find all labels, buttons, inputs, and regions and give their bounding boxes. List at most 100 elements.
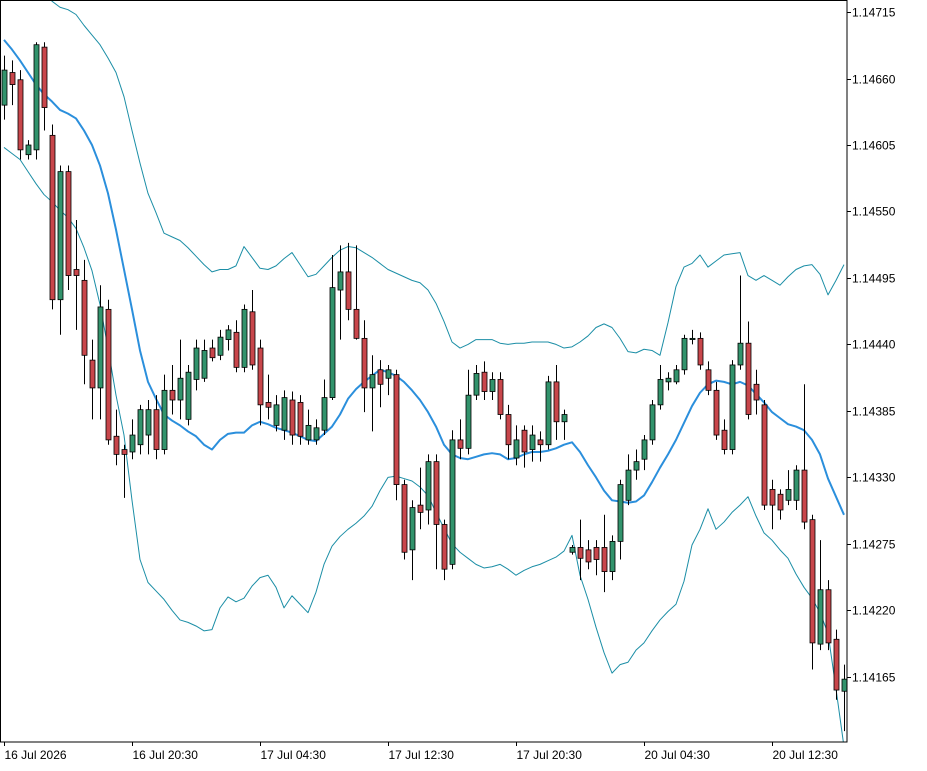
candle	[305, 409, 312, 445]
candle	[737, 275, 744, 370]
y-tick-label: 1.14330	[852, 471, 896, 485]
candle	[649, 400, 656, 445]
candle	[561, 409, 568, 440]
candle	[145, 400, 152, 455]
candle-body	[665, 377, 672, 383]
candle	[713, 381, 720, 440]
candle-body	[585, 549, 592, 563]
candle	[673, 364, 680, 385]
candle	[49, 124, 56, 310]
y-tick-label: 1.14275	[852, 538, 896, 552]
candle-body	[545, 381, 552, 446]
candle-body	[57, 171, 64, 301]
candle	[9, 60, 16, 106]
candle-body	[601, 547, 608, 573]
candle	[633, 449, 640, 480]
candle	[497, 372, 504, 420]
candle	[569, 545, 576, 555]
y-tick-label: 1.14165	[852, 671, 896, 685]
candle	[377, 360, 384, 408]
candle-body	[273, 404, 280, 426]
candle	[297, 395, 304, 445]
candle	[729, 360, 736, 455]
candle-body	[505, 414, 512, 446]
candle	[41, 42, 48, 131]
candle-body	[265, 402, 272, 408]
candle-body	[249, 311, 256, 366]
candle-body	[193, 347, 200, 380]
candle-body	[481, 371, 488, 392]
upper-band	[51, 1, 845, 356]
candle	[217, 329, 224, 361]
candle	[433, 454, 440, 570]
y-tick-label: 1.14440	[852, 338, 896, 352]
candle	[385, 364, 392, 396]
candle-body	[617, 484, 624, 542]
candle-body	[633, 461, 640, 471]
candle	[545, 375, 552, 450]
plot-frame	[0, 0, 848, 743]
candle	[681, 334, 688, 375]
candle-body	[17, 79, 24, 151]
candle-body	[689, 337, 696, 340]
candle-body	[153, 409, 160, 450]
candle	[225, 325, 232, 351]
candle-body	[801, 469, 808, 523]
candle	[209, 339, 216, 362]
candle-body	[833, 638, 840, 691]
y-tick-label: 1.14495	[852, 272, 896, 286]
candle-body	[25, 144, 32, 156]
candle	[841, 664, 847, 732]
candle-body	[409, 507, 416, 551]
candle-body	[817, 589, 824, 645]
candle-body	[457, 439, 464, 449]
candle-body	[289, 399, 296, 436]
candle	[361, 320, 368, 413]
candle-body	[713, 389, 720, 436]
candle	[401, 479, 408, 560]
candle-body	[257, 347, 264, 406]
y-tick-label: 1.14605	[852, 139, 896, 153]
candle	[753, 369, 760, 415]
candle-body	[417, 504, 424, 513]
candle	[705, 361, 712, 396]
candle-body	[513, 439, 520, 459]
candle-body	[1, 69, 8, 106]
lower-band	[3, 147, 844, 742]
candle-body	[673, 369, 680, 383]
candle-body	[521, 429, 528, 453]
candle	[809, 514, 816, 670]
candle-body	[425, 461, 432, 511]
candle	[57, 165, 64, 335]
candle	[321, 379, 328, 436]
candle-body	[753, 383, 760, 401]
candle-body	[721, 429, 728, 450]
candle	[625, 454, 632, 506]
candle	[761, 400, 768, 510]
candle-body	[337, 271, 344, 291]
candle	[201, 339, 208, 382]
candle	[121, 444, 128, 498]
candle	[313, 419, 320, 445]
middle-band	[3, 39, 845, 516]
candle-body	[569, 547, 576, 553]
candle	[697, 332, 704, 370]
candle-body	[793, 469, 800, 501]
candle	[617, 479, 624, 560]
candle	[593, 540, 600, 576]
candle	[97, 285, 104, 420]
candle-body	[729, 364, 736, 450]
candle	[345, 242, 352, 321]
candle-body	[553, 381, 560, 423]
candle	[281, 390, 288, 440]
candle	[601, 514, 608, 593]
candle	[425, 454, 432, 525]
candle	[33, 42, 40, 160]
candle	[801, 384, 808, 530]
candle	[105, 299, 112, 445]
candle	[521, 425, 528, 468]
candle	[249, 290, 256, 370]
candle-body	[473, 373, 480, 396]
candle-body	[441, 524, 448, 570]
candle-body	[745, 342, 752, 415]
